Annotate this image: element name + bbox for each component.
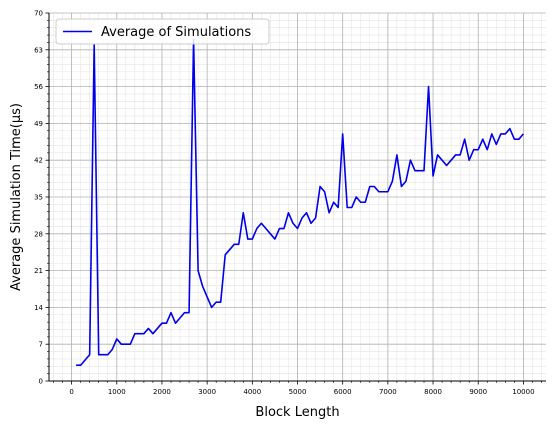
y-axis-label: Average Simulation Time(μs) — [9, 103, 24, 291]
x-tick-label: 9000 — [469, 388, 487, 396]
y-tick-label: 14 — [34, 304, 43, 312]
y-tick-label: 35 — [34, 194, 43, 202]
x-tick-label: 6000 — [334, 388, 352, 396]
x-tick-label: 2000 — [153, 388, 171, 396]
x-tick-label: 7000 — [379, 388, 397, 396]
x-tick-label: 4000 — [243, 388, 261, 396]
y-tick-label: 49 — [34, 120, 43, 128]
y-tick-label: 56 — [34, 83, 43, 91]
x-tick-label: 1000 — [108, 388, 126, 396]
x-tick-label: 0 — [69, 388, 73, 396]
x-tick-label: 10000 — [512, 388, 534, 396]
legend: Average of Simulations — [56, 19, 269, 44]
y-tick-label: 21 — [34, 267, 43, 275]
y-tick-label: 0 — [39, 378, 43, 386]
y-tick-label: 28 — [34, 230, 43, 238]
y-tick-label: 42 — [34, 157, 43, 165]
y-tick-label: 63 — [34, 46, 43, 54]
x-tick-label: 8000 — [424, 388, 442, 396]
legend-label: Average of Simulations — [101, 25, 251, 40]
y-tick-label: 70 — [34, 10, 43, 18]
x-axis-label: Block Length — [255, 405, 339, 420]
x-tick-label: 5000 — [289, 388, 307, 396]
x-tick-label: 3000 — [198, 388, 216, 396]
y-tick-label: 7 — [39, 341, 43, 349]
